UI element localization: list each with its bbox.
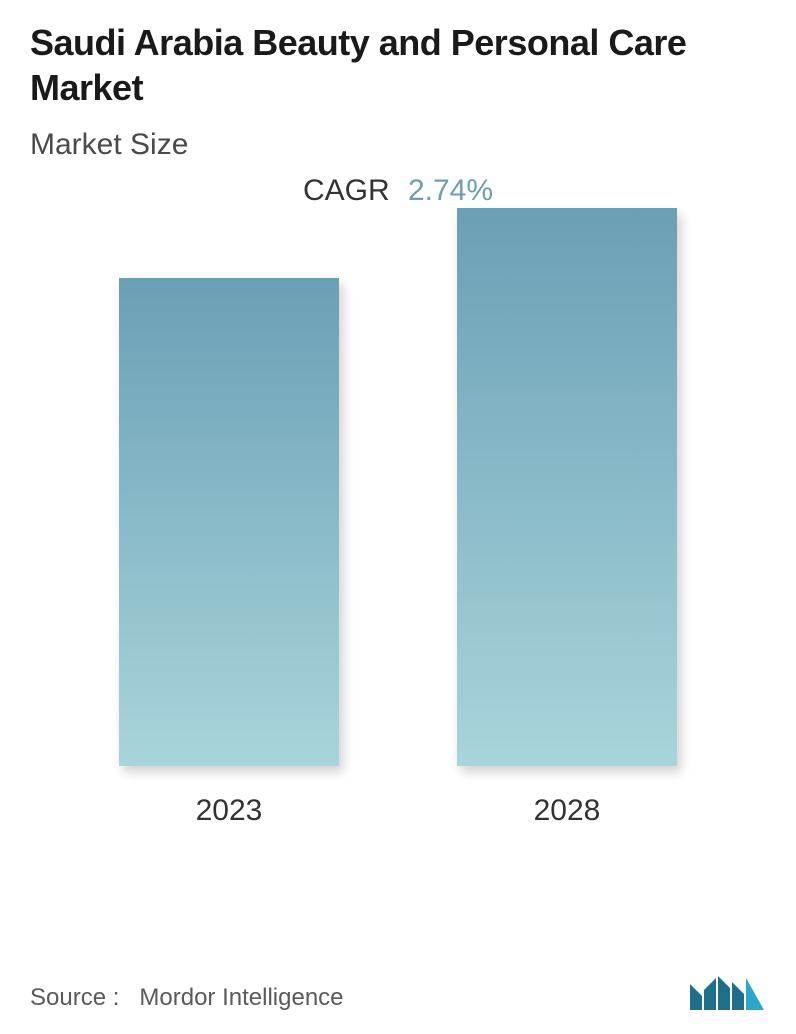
source-label: Source : bbox=[30, 984, 119, 1011]
source-name: Mordor Intelligence bbox=[139, 984, 343, 1011]
subtitle: Market Size bbox=[30, 128, 766, 162]
mordor-logo-icon bbox=[688, 974, 766, 1012]
bar-group-2028: 2028 bbox=[437, 208, 697, 828]
bar-2023 bbox=[119, 278, 339, 766]
bar-label-2028: 2028 bbox=[534, 794, 601, 828]
footer: Source : Mordor Intelligence bbox=[30, 974, 766, 1012]
cagr-value: 2.74% bbox=[408, 174, 493, 207]
bar-label-2023: 2023 bbox=[196, 794, 263, 828]
source-text: Source : Mordor Intelligence bbox=[30, 984, 344, 1012]
cagr-row: CAGR 2.74% bbox=[30, 174, 766, 208]
market-size-chart: 2023 2028 bbox=[30, 268, 766, 828]
cagr-label: CAGR bbox=[303, 174, 390, 207]
page-title: Saudi Arabia Beauty and Personal Care Ma… bbox=[30, 20, 766, 110]
bar-2028 bbox=[457, 208, 677, 766]
bar-group-2023: 2023 bbox=[99, 278, 359, 828]
